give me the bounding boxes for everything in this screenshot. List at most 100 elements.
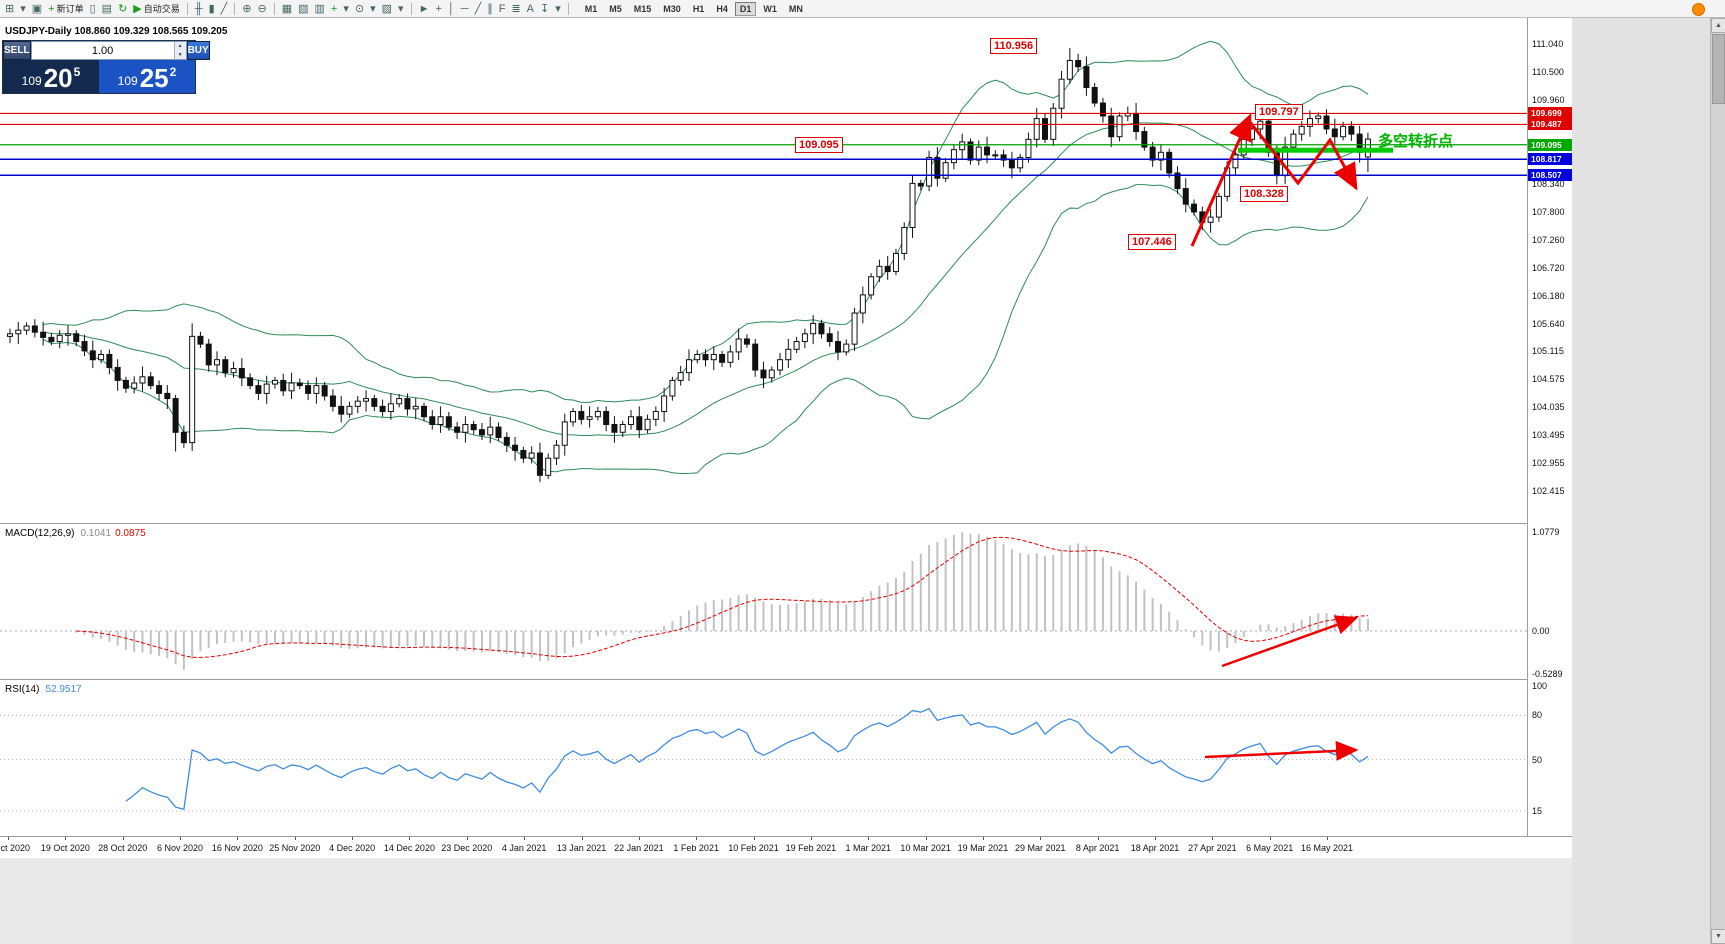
rsi-panel-canvas[interactable]	[0, 680, 1527, 836]
toolbar-separator	[567, 2, 569, 15]
buy-price-point: 2	[169, 65, 177, 79]
indicators-icon[interactable]: +	[330, 2, 338, 15]
date-label: 10 Mar 2021	[900, 843, 951, 853]
price-tick-label: 111.040	[1532, 38, 1564, 49]
price-tag: 108.817	[1528, 153, 1572, 166]
templates-dropdown[interactable]: ▾	[398, 2, 404, 15]
timeframe-m15[interactable]: M15	[633, 3, 652, 14]
new-chart-dropdown[interactable]: ▾	[20, 2, 26, 15]
timeframe-h4[interactable]: H4	[716, 3, 728, 14]
toolbar-separator	[234, 2, 236, 15]
time-tick	[1327, 837, 1329, 840]
time-tick	[638, 837, 640, 840]
text-label-icon[interactable]: A	[526, 2, 534, 15]
sell-price-display[interactable]: 109 20 5	[3, 60, 99, 93]
bollinger-band	[43, 122, 1369, 436]
periods-dropdown[interactable]: ▾	[370, 2, 376, 15]
price-tick-label: 104.575	[1532, 374, 1565, 385]
macd-signal-line	[76, 536, 1368, 658]
macd-signal-value: 0.0875	[115, 528, 146, 539]
time-tick	[237, 837, 239, 840]
macd-panel-canvas[interactable]	[0, 524, 1527, 679]
time-axis[interactable]: 5 Oct 2020 19 Oct 2020 28 Oct 2020 6 Nov 20…	[0, 837, 1572, 858]
candlestick-chart-icon[interactable]: ▮	[208, 2, 215, 15]
chart-window[interactable]: USDJPY-Daily 108.860 109.329 108.565 109…	[0, 18, 1572, 858]
profiles-icon[interactable]: ▣	[31, 2, 43, 15]
lot-size-input[interactable]	[31, 42, 174, 59]
buy-price-display[interactable]: 109 25 2	[99, 60, 195, 93]
cascade-windows-icon[interactable]: ▧	[298, 2, 309, 15]
bar-chart-icon[interactable]: ╫	[194, 2, 203, 15]
rsi-label: RSI(14)	[5, 684, 40, 695]
trend-arrow	[1190, 113, 1252, 247]
zoom-out-icon[interactable]: ⊖	[257, 2, 267, 15]
crosshair-icon[interactable]: +	[435, 2, 442, 15]
panel-separator[interactable]	[0, 679, 1572, 680]
date-label: 25 Nov 2020	[269, 843, 321, 853]
arrows-dropdown[interactable]: ▾	[555, 2, 561, 15]
candles-layer	[7, 48, 1371, 483]
arrows-icon[interactable]: ↧	[540, 2, 550, 15]
timeframe-w1[interactable]: W1	[763, 3, 777, 14]
time-tick	[65, 837, 67, 840]
timeframe-m30[interactable]: M30	[663, 3, 681, 14]
scroll-up-button[interactable]: ▲	[1711, 18, 1725, 33]
rsi-trend-arrow	[1204, 740, 1359, 761]
timeframe-m5[interactable]: M5	[609, 3, 622, 14]
cursor-icon[interactable]: ►	[418, 2, 430, 15]
timeframe-mn[interactable]: MN	[788, 3, 803, 14]
date-label: 6 May 2021	[1246, 843, 1294, 853]
time-tick	[1097, 837, 1099, 840]
timeframe-m1[interactable]: M1	[584, 3, 598, 14]
lot-increase-button[interactable]: ▲	[174, 42, 186, 51]
equidistant-channel-icon[interactable]: ∥	[487, 2, 493, 15]
vertical-line-icon[interactable]: │	[447, 2, 455, 15]
new-order-icon[interactable]: + 新订单	[48, 2, 84, 15]
templates-icon[interactable]: ▨	[381, 2, 393, 15]
navigator-icon[interactable]: ↻	[118, 2, 128, 15]
rsi-line	[125, 707, 1369, 811]
vertical-scrollbar[interactable]: ▲ ▼	[1710, 18, 1725, 944]
market-watch-icon[interactable]: ▯	[89, 2, 96, 15]
price-annotation: 109.095	[795, 137, 843, 153]
macd-scale-label: 0.00	[1532, 626, 1550, 636]
support-highlight-line	[1238, 147, 1393, 153]
toolbar-separator	[410, 2, 412, 15]
timeframe-h1[interactable]: H1	[692, 3, 705, 14]
arrange-windows-icon[interactable]: ▥	[314, 2, 325, 15]
timeframe-d1[interactable]: D1	[734, 1, 757, 16]
toolbar-right	[1692, 3, 1705, 16]
price-tick-label: 110.500	[1532, 66, 1564, 77]
scroll-down-button[interactable]: ▼	[1711, 929, 1725, 944]
periods-icon[interactable]: ⊙	[354, 2, 365, 15]
price-scale[interactable]: 111.040 110.500 109.960 108.340 107.800 107.2…	[1527, 18, 1572, 836]
autotrading-icon[interactable]: ▶ 自动交易	[133, 2, 180, 15]
sell-button[interactable]: SELL	[3, 41, 31, 60]
trendline-icon[interactable]: ╱	[474, 2, 482, 15]
price-tick-label: 102.955	[1532, 458, 1565, 469]
toolbar-separator	[273, 2, 275, 15]
panel-separator[interactable]	[0, 523, 1572, 524]
toolbar-separator	[186, 2, 188, 15]
date-label: 22 Jan 2021	[614, 843, 664, 853]
date-label: 16 May 2021	[1301, 843, 1354, 853]
alert-icon[interactable]	[1692, 3, 1705, 16]
time-tick	[409, 837, 411, 840]
lot-decrease-button[interactable]: ▼	[174, 50, 186, 59]
data-window-icon[interactable]: ▤	[101, 2, 113, 15]
price-chart-canvas[interactable]	[0, 18, 1527, 523]
horizontal-line-icon[interactable]: ─	[460, 2, 469, 15]
macd-scale-label: 1.0779	[1532, 527, 1560, 537]
time-tick	[810, 837, 812, 840]
shapes-icon[interactable]: ≣	[511, 2, 521, 15]
buy-button[interactable]: BUY	[186, 41, 210, 60]
indicators-dropdown[interactable]: ▾	[343, 2, 349, 15]
new-chart-icon[interactable]: ⊞	[5, 2, 15, 15]
rsi-info: RSI(14) 52.9517	[5, 684, 82, 695]
fibonacci-icon[interactable]: F	[498, 2, 506, 15]
zoom-in-icon[interactable]: ⊕	[242, 2, 252, 15]
price-tag: 109.487	[1528, 118, 1572, 131]
scrollbar-thumb[interactable]	[1712, 34, 1725, 104]
tile-windows-icon[interactable]: ▦	[281, 2, 293, 15]
line-chart-icon[interactable]: ╱	[220, 2, 228, 15]
